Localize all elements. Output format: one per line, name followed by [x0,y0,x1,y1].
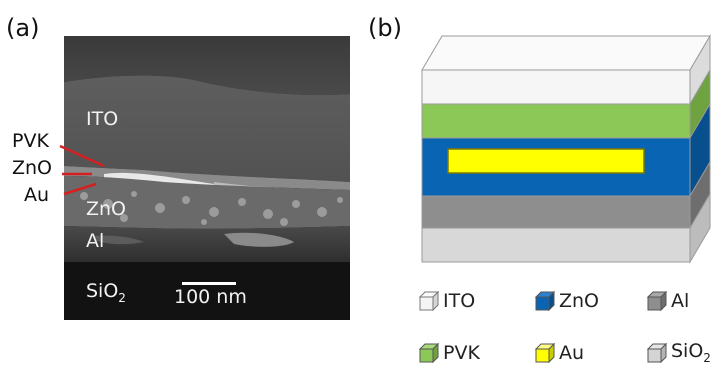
callout-au: Au [24,184,50,206]
legend-swatch-ito [418,290,440,312]
legend-label-sio2-sub: 2 [703,350,711,365]
legend-swatch-sio2 [646,342,668,364]
legend-item-zno: ZnO [534,288,599,314]
legend-label-al: Al [671,289,690,312]
legend-label-au: Au [559,341,585,364]
legend-label-pvk: PVK [443,341,480,364]
layer-sio2-side [689,192,711,264]
legend-item-au: Au [534,340,584,366]
legend-swatch-zno [534,290,556,312]
panel-label-a: (a) [6,14,40,42]
scale-bar-label: 100 nm [174,286,247,308]
legend-swatch-al [646,290,668,312]
sem-label-sio2: SiO2 [86,282,126,304]
legend-label-ito: ITO [443,289,476,312]
sem-label-zno: ZnO [86,198,127,220]
scale-bar [182,282,236,285]
device-schematic [421,34,711,264]
layer-sio2 [421,227,691,263]
ito-top-face [421,35,711,71]
layer-al [421,195,691,229]
legend-label-zno: ZnO [559,289,600,312]
layer-au [447,148,645,174]
legend-item-ito: ITO [418,288,475,314]
layer-ito [421,69,691,105]
layer-pvk [421,103,691,139]
sem-micrograph: ITO ZnO Al SiO2 100 nm [64,36,350,320]
legend-item-pvk: PVK [418,340,480,366]
callout-pvk: PVK [12,130,49,152]
sem-label-sio2-sub: 2 [118,290,126,305]
sem-label-ito: ITO [86,108,119,130]
legend-swatch-pvk [418,342,440,364]
sem-label-al: Al [86,230,105,252]
panel-label-b: (b) [368,14,402,42]
sem-label-sio2-base: SiO [86,280,119,302]
legend-label-sio2-base: SiO [671,340,704,363]
legend-label-sio2: SiO2 [671,342,711,364]
callout-zno: ZnO [12,157,53,179]
sem-image [64,36,350,320]
legend-item-al: Al [646,288,689,314]
legend-item-sio2: SiO2 [646,340,711,366]
legend-swatch-au [534,342,556,364]
